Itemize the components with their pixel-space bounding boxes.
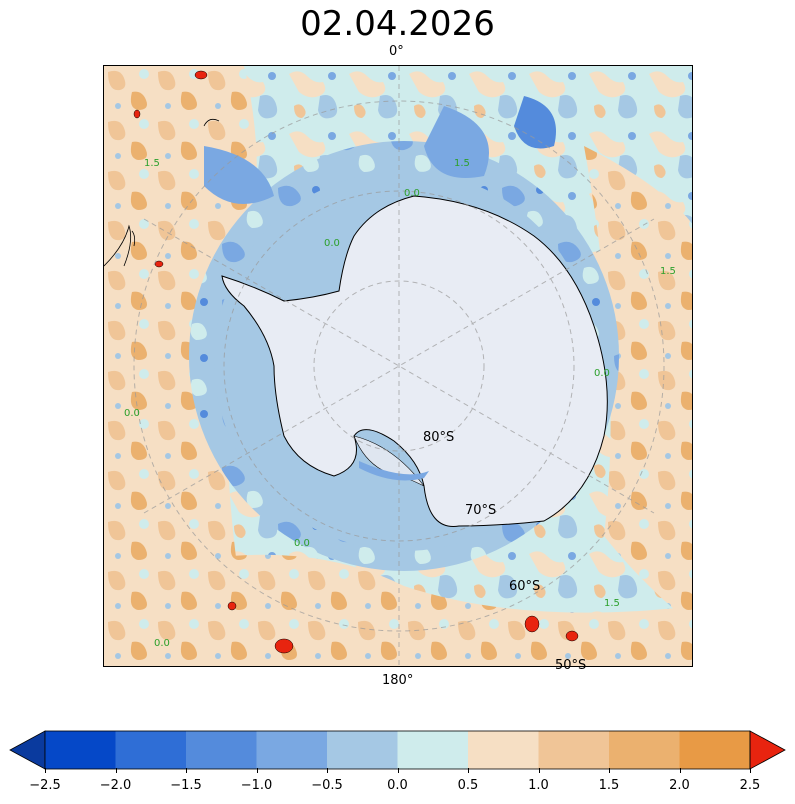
- map-canvas: 0.0 0.0 1.5 1.5 0.0 0.0 1.5 0.0 0.0 1.5: [104, 66, 692, 666]
- colorbar: [9, 730, 786, 770]
- colorbar-tick-label: 2.5: [739, 778, 761, 793]
- colorbar-tick-label: −1.5: [170, 778, 202, 793]
- contour-label: 0.0: [324, 238, 340, 249]
- contour-label: 0.0: [294, 538, 310, 549]
- contour-label: 1.5: [604, 598, 620, 609]
- colorbar-segment: [256, 731, 328, 769]
- colorbar-tick-mark: [609, 768, 610, 773]
- contour-label: 0.0: [124, 408, 140, 419]
- colorbar-segment: [115, 731, 187, 769]
- colorbar-segment: [186, 731, 257, 769]
- colorbar-tick-mark: [679, 768, 681, 773]
- colorbar-tick-mark: [115, 768, 117, 773]
- colorbar-tick-mark: [750, 768, 751, 773]
- contour-label: 1.5: [454, 158, 470, 169]
- colorbar-tick-label: 1.0: [528, 778, 549, 793]
- colorbar-segment: [679, 731, 751, 769]
- colorbar-segment: [397, 731, 469, 769]
- colorbar-tick-label: 0.5: [457, 778, 479, 793]
- colorbar-segment: [468, 731, 539, 769]
- lat-label-80s: 80°S: [423, 430, 455, 445]
- lon-label-bottom: 180°: [382, 673, 414, 688]
- contour-label: 0.0: [154, 638, 170, 649]
- antarctic-anomaly-map: 0.0 0.0 1.5 1.5 0.0 0.0 1.5 0.0 0.0 1.5: [103, 65, 693, 667]
- colorbar-tick-label: 2.0: [669, 778, 690, 793]
- lat-label-50s: 50°S: [555, 658, 587, 673]
- colorbar-tick-label: −2.5: [29, 778, 61, 793]
- contour-label: 1.5: [144, 158, 160, 169]
- colorbar-segment: [327, 731, 398, 769]
- lat-label-60s: 60°S: [509, 579, 541, 594]
- colorbar-segment: [538, 731, 610, 769]
- colorbar-tick-mark: [468, 768, 469, 773]
- colorbar-segment: [609, 731, 680, 769]
- contour-label: 0.0: [404, 188, 420, 199]
- colorbar-tick-label: 1.5: [598, 778, 620, 793]
- colorbar-over-triangle: [749, 730, 786, 770]
- colorbar-tick-label: −2.0: [99, 778, 132, 793]
- colorbar-tick-mark: [45, 768, 46, 773]
- colorbar-tick-label: −1.0: [240, 778, 273, 793]
- colorbar-tick-mark: [327, 768, 328, 773]
- colorbar-tick-label: 0.0: [387, 778, 408, 793]
- map-title: 02.04.2026: [300, 4, 495, 44]
- colorbar-segment: [45, 731, 116, 769]
- colorbar-tick-mark: [538, 768, 540, 773]
- colorbar-tick-mark: [186, 768, 187, 773]
- lat-label-70s: 70°S: [465, 503, 497, 518]
- contour-label: 0.0: [594, 368, 610, 379]
- lon-label-top: 0°: [389, 44, 404, 59]
- contour-label: 1.5: [660, 266, 676, 277]
- colorbar-tick-label: −0.5: [311, 778, 343, 793]
- colorbar-tick-mark: [256, 768, 258, 773]
- colorbar-tick-mark: [397, 768, 399, 773]
- colorbar-under-triangle: [9, 730, 46, 770]
